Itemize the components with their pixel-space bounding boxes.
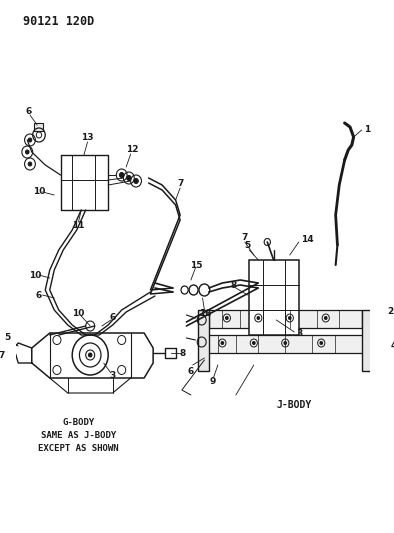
- Bar: [249, 260, 299, 335]
- Text: 6: 6: [188, 367, 194, 376]
- Text: 2: 2: [387, 306, 393, 316]
- Circle shape: [253, 342, 255, 344]
- Text: 10: 10: [72, 309, 85, 318]
- Text: 6: 6: [25, 108, 31, 117]
- Circle shape: [119, 173, 124, 177]
- Text: 10: 10: [33, 188, 45, 197]
- Text: G-BODY
SAME AS J-BODY
EXCEPT AS SHOWN: G-BODY SAME AS J-BODY EXCEPT AS SHOWN: [38, 418, 119, 454]
- Text: 9: 9: [209, 377, 216, 386]
- Circle shape: [221, 342, 224, 344]
- Text: 11: 11: [72, 222, 85, 230]
- Text: 16: 16: [199, 310, 212, 319]
- Circle shape: [26, 150, 29, 154]
- Circle shape: [134, 179, 138, 183]
- Circle shape: [288, 317, 291, 319]
- Text: 6: 6: [36, 290, 42, 300]
- Circle shape: [28, 162, 32, 166]
- Circle shape: [320, 342, 323, 344]
- Text: 10: 10: [29, 271, 41, 279]
- Text: 3: 3: [296, 328, 302, 337]
- Text: 7: 7: [177, 180, 183, 189]
- Text: 6: 6: [110, 312, 116, 321]
- Text: 14: 14: [301, 236, 313, 245]
- Text: 4: 4: [390, 341, 394, 350]
- Circle shape: [28, 138, 32, 142]
- Bar: [34, 123, 43, 131]
- Text: 15: 15: [190, 261, 203, 270]
- Bar: [204, 335, 366, 353]
- Text: 8: 8: [180, 349, 186, 358]
- Text: 5: 5: [4, 334, 11, 343]
- Text: 3: 3: [110, 372, 116, 381]
- Circle shape: [284, 342, 287, 344]
- Circle shape: [225, 317, 228, 319]
- Text: J-BODY: J-BODY: [277, 400, 312, 410]
- Text: 7: 7: [242, 233, 248, 243]
- Text: 1: 1: [364, 125, 371, 133]
- Bar: [372, 340, 380, 352]
- Text: 13: 13: [81, 133, 94, 142]
- Bar: [209, 310, 362, 328]
- Circle shape: [126, 175, 131, 181]
- Bar: [372, 313, 380, 325]
- Text: 7: 7: [0, 351, 4, 359]
- Bar: [198, 310, 209, 371]
- Text: 8: 8: [230, 281, 236, 290]
- Circle shape: [324, 317, 327, 319]
- Text: 12: 12: [126, 146, 139, 155]
- Circle shape: [257, 317, 260, 319]
- Bar: [362, 310, 372, 371]
- Text: 90121 120D: 90121 120D: [23, 15, 94, 28]
- Circle shape: [88, 353, 92, 357]
- Text: 5: 5: [244, 241, 251, 251]
